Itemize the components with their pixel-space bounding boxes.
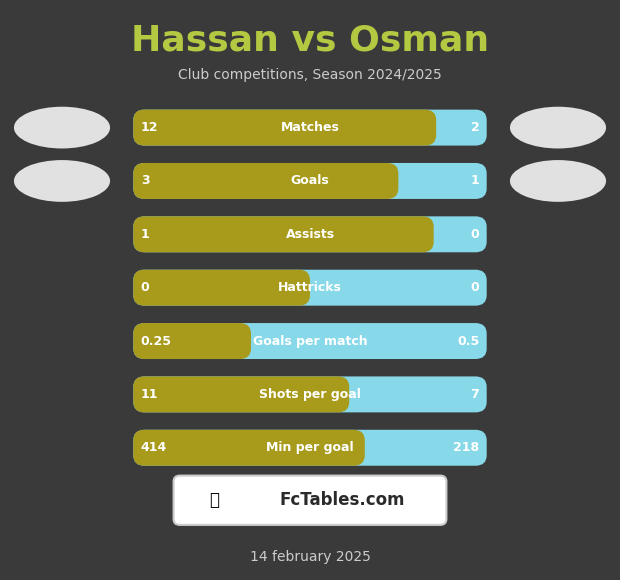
Text: 3: 3 [141, 175, 149, 187]
Text: Matches: Matches [281, 121, 339, 134]
Ellipse shape [14, 107, 110, 148]
FancyBboxPatch shape [133, 323, 487, 359]
Text: 📊: 📊 [209, 491, 219, 509]
Text: 14 february 2025: 14 february 2025 [250, 550, 370, 564]
Text: Hattricks: Hattricks [278, 281, 342, 294]
FancyBboxPatch shape [133, 110, 436, 146]
Text: 0: 0 [471, 228, 479, 241]
Text: 0.5: 0.5 [457, 335, 479, 347]
Text: 1: 1 [471, 175, 479, 187]
Text: Shots per goal: Shots per goal [259, 388, 361, 401]
Text: 0: 0 [471, 281, 479, 294]
FancyBboxPatch shape [133, 376, 349, 412]
Text: 0: 0 [141, 281, 149, 294]
FancyBboxPatch shape [133, 430, 487, 466]
Ellipse shape [14, 160, 110, 202]
Text: 11: 11 [141, 388, 158, 401]
FancyBboxPatch shape [133, 216, 487, 252]
Text: 12: 12 [141, 121, 158, 134]
Text: 218: 218 [453, 441, 479, 454]
Text: Min per goal: Min per goal [266, 441, 354, 454]
Ellipse shape [510, 107, 606, 148]
Text: Goals: Goals [291, 175, 329, 187]
Text: Hassan vs Osman: Hassan vs Osman [131, 24, 489, 57]
FancyBboxPatch shape [133, 163, 399, 199]
FancyBboxPatch shape [133, 216, 434, 252]
Text: 2: 2 [471, 121, 479, 134]
Text: 1: 1 [141, 228, 149, 241]
FancyBboxPatch shape [133, 163, 487, 199]
FancyBboxPatch shape [174, 476, 446, 525]
FancyBboxPatch shape [133, 110, 487, 146]
Text: Assists: Assists [285, 228, 335, 241]
FancyBboxPatch shape [133, 323, 251, 359]
Ellipse shape [510, 160, 606, 202]
FancyBboxPatch shape [133, 376, 487, 412]
FancyBboxPatch shape [133, 430, 365, 466]
Text: Club competitions, Season 2024/2025: Club competitions, Season 2024/2025 [178, 68, 442, 82]
FancyBboxPatch shape [133, 270, 310, 306]
Text: 414: 414 [141, 441, 167, 454]
Text: 0.25: 0.25 [141, 335, 172, 347]
FancyBboxPatch shape [133, 270, 487, 306]
Text: Goals per match: Goals per match [253, 335, 367, 347]
Text: 7: 7 [471, 388, 479, 401]
Text: FcTables.com: FcTables.com [280, 491, 405, 509]
